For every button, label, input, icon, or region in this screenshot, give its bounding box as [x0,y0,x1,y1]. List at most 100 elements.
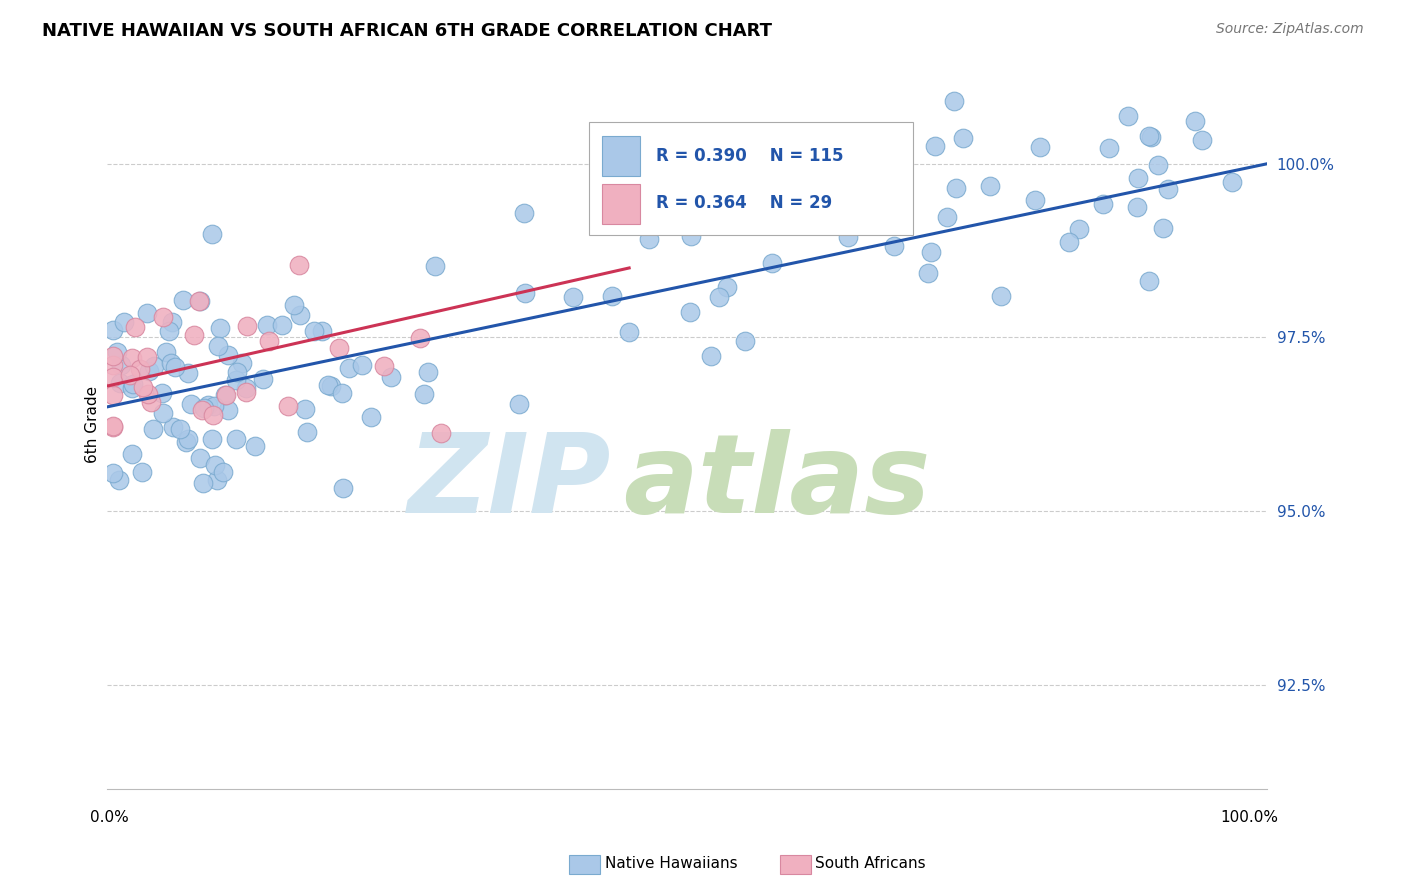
Point [188,450,211,465]
Point [1128,170,1150,185]
Point [243,438,266,452]
Point [328,341,350,355]
Point [121,377,143,392]
Point [1147,158,1170,172]
Point [121,351,143,365]
Point [288,308,311,322]
Text: R = 0.364    N = 29: R = 0.364 N = 29 [655,194,832,211]
Point [121,447,143,461]
FancyBboxPatch shape [589,121,914,235]
Point [101,323,124,337]
Point [136,306,159,320]
Point [118,368,141,383]
Point [837,229,859,244]
Point [132,380,155,394]
Point [1028,140,1050,154]
Point [304,325,326,339]
Point [139,395,162,409]
Point [190,294,212,309]
Point [561,290,583,304]
Point [157,324,180,338]
Point [202,400,225,414]
Point [101,358,124,372]
Point [1137,274,1160,288]
Point [177,367,200,381]
Point [761,255,783,269]
Point [709,290,731,304]
Point [177,432,200,446]
Point [231,356,253,370]
Point [217,403,239,417]
Point [209,321,232,335]
Point [152,406,174,420]
Point [110,376,132,390]
Point [172,293,194,308]
Point [150,386,173,401]
Point [215,387,238,401]
Point [101,420,124,434]
Point [373,359,395,373]
Point [103,349,125,363]
Point [936,210,959,224]
Point [191,475,214,490]
Point [207,339,229,353]
Text: 0.0%: 0.0% [90,810,128,825]
Point [225,432,247,446]
Text: atlas: atlas [623,429,931,536]
Point [162,420,184,434]
Point [138,387,160,401]
Point [416,365,439,379]
Point [152,310,174,324]
Point [772,216,794,230]
Point [101,388,124,402]
Point [337,361,360,376]
Point [943,94,966,108]
Point [214,388,236,402]
Point [112,315,135,329]
Text: Native Hawaiians: Native Hawaiians [605,856,737,871]
Point [183,327,205,342]
Point [236,318,259,333]
Point [1092,196,1115,211]
Point [617,325,640,339]
Point [101,466,124,480]
Point [330,385,353,400]
Point [1191,133,1213,147]
Point [142,422,165,436]
Point [201,408,224,422]
Point [412,387,434,401]
Bar [603,136,640,177]
Point [1057,235,1080,250]
Point [160,356,183,370]
Point [288,258,311,272]
Point [138,364,160,378]
Point [121,381,143,395]
Point [920,245,942,260]
Point [513,206,536,220]
Point [734,334,756,348]
Point [1125,200,1147,214]
Point [716,279,738,293]
Point [316,377,339,392]
Point [129,362,152,376]
Point [191,402,214,417]
Point [105,345,128,359]
Point [155,345,177,359]
Point [679,305,702,319]
Point [101,418,124,433]
Point [108,473,131,487]
Point [110,359,132,373]
Point [180,397,202,411]
Point [409,330,432,344]
Point [1156,182,1178,196]
Y-axis label: 6th Grade: 6th Grade [86,385,100,463]
Point [131,465,153,479]
Point [124,320,146,334]
Point [332,481,354,495]
Text: 100.0%: 100.0% [1220,810,1278,825]
Point [101,370,124,384]
Bar [603,184,640,224]
Point [945,181,967,195]
Point [188,294,211,309]
Point [1220,174,1243,188]
